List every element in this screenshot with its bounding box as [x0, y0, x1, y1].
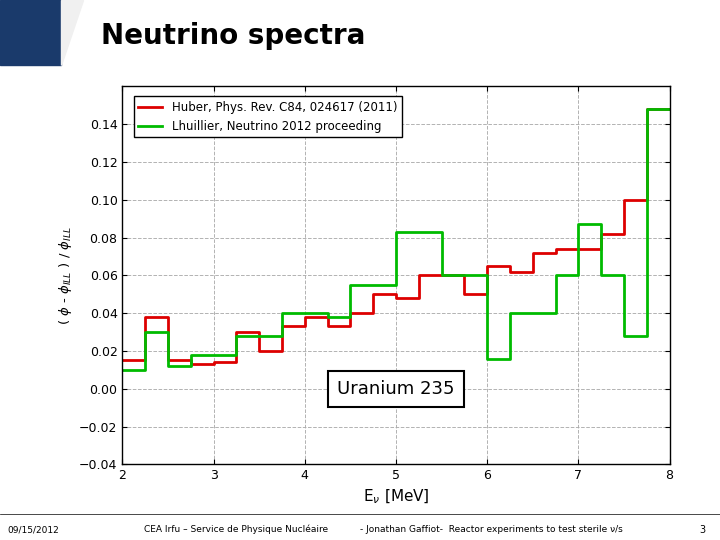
Text: cea: cea	[656, 23, 690, 42]
Polygon shape	[61, 0, 83, 65]
Text: 09/15/2012: 09/15/2012	[7, 525, 59, 534]
Text: - Jonathan Gaffiot-  Reactor experiments to test sterile ν/s: - Jonathan Gaffiot- Reactor experiments …	[360, 525, 623, 534]
Legend: Huber, Phys. Rev. C84, 024617 (2011), Lhuillier, Neutrino 2012 proceeding: Huber, Phys. Rev. C84, 024617 (2011), Lh…	[134, 96, 402, 138]
Bar	[0, 0, 61, 65]
Text: CEA Irfu – Service de Physique Nucléaire: CEA Irfu – Service de Physique Nucléaire	[144, 525, 328, 535]
X-axis label: E$_\nu$ [MeV]: E$_\nu$ [MeV]	[363, 488, 429, 506]
Text: 3: 3	[699, 524, 706, 535]
Y-axis label: ( $\phi$ - $\phi_{ILL}$ ) / $\phi_{ILL}$: ( $\phi$ - $\phi_{ILL}$ ) / $\phi_{ILL}$	[57, 226, 73, 325]
Text: Uranium 235: Uranium 235	[337, 380, 455, 398]
Text: Neutrino spectra: Neutrino spectra	[101, 22, 365, 50]
